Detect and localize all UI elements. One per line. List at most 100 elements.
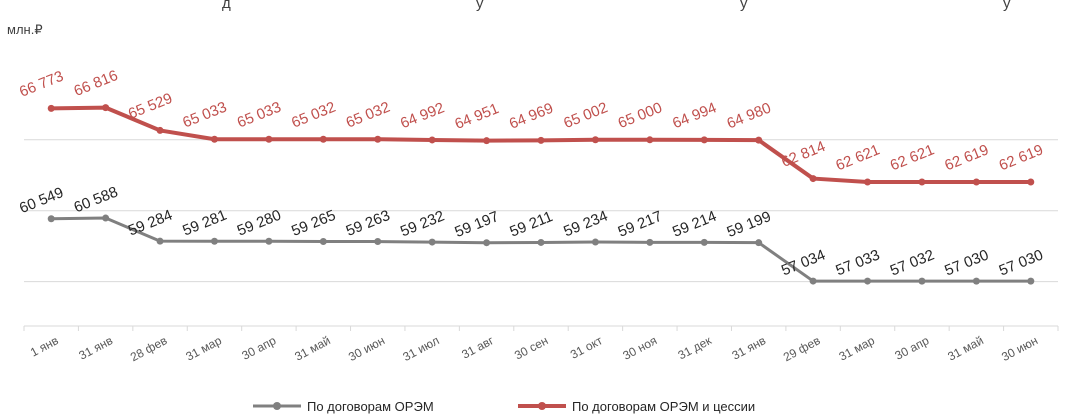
data-point	[428, 238, 436, 246]
x-tick-label: 31 янв	[730, 333, 769, 362]
data-point	[265, 237, 273, 245]
data-point	[428, 136, 436, 144]
data-label: 64 992	[398, 99, 447, 132]
data-point	[47, 215, 55, 223]
x-tick-label: 31 авг	[459, 333, 496, 362]
data-label: 57 033	[833, 246, 882, 279]
data-point	[809, 277, 817, 285]
x-tick-label: 30 апр	[239, 333, 278, 363]
data-point	[646, 238, 654, 246]
x-tick-label: 30 июн	[999, 333, 1040, 364]
x-tick-label: 31 мар	[837, 333, 878, 363]
data-point	[972, 277, 980, 285]
x-tick-label: 1 янв	[28, 333, 61, 359]
data-point	[374, 135, 382, 143]
data-label: 65 002	[561, 99, 610, 132]
data-point	[210, 237, 218, 245]
data-label: 62 621	[888, 141, 937, 174]
data-point	[156, 237, 164, 245]
data-label: 59 214	[670, 208, 719, 241]
data-point	[646, 136, 654, 144]
series-lines	[47, 104, 1035, 285]
x-tick-label: 31 июл	[400, 333, 441, 364]
data-label: 60 549	[17, 184, 66, 217]
title-fragment: д	[222, 0, 231, 12]
data-point	[1027, 178, 1035, 186]
x-tick-label: 31 май	[945, 333, 985, 363]
data-label: 65 000	[616, 99, 665, 132]
data-label: 59 281	[180, 207, 229, 240]
data-label: 65 529	[126, 90, 175, 123]
data-label: 64 969	[507, 100, 556, 133]
data-point	[537, 238, 545, 246]
data-label: 59 280	[235, 207, 284, 240]
data-label: 59 265	[289, 207, 338, 240]
title-fragment: у	[740, 0, 748, 12]
data-label: 60 588	[71, 183, 120, 216]
data-label: 64 951	[452, 100, 501, 133]
x-tick-label: 30 ноя	[620, 333, 659, 362]
data-label: 57 032	[888, 246, 937, 279]
data-label: 62 619	[997, 141, 1046, 174]
x-tick-label: 31 мар	[184, 333, 225, 363]
title-fragment: у	[1003, 0, 1011, 12]
legend: По договорам ОРЭМ По договорам ОРЭМ и цес…	[253, 399, 755, 414]
data-label: 59 199	[725, 208, 774, 241]
x-tick-label: 31 май	[292, 333, 332, 363]
data-label: 59 217	[616, 208, 665, 241]
x-axis: 1 янв 31 янв 28 фев 31 мар 30 апр 31 май 30 ию…	[23, 325, 1059, 364]
data-label: 62 619	[942, 141, 991, 174]
x-tick-label: 31 дек	[676, 333, 715, 362]
data-label: 65 032	[344, 99, 393, 132]
data-label: 59 197	[452, 208, 501, 241]
data-point	[755, 239, 763, 247]
data-point	[918, 178, 926, 186]
data-point	[265, 135, 273, 143]
data-point	[319, 238, 327, 246]
data-point	[483, 137, 491, 145]
data-point	[809, 175, 817, 183]
data-label: 64 994	[670, 99, 719, 132]
legend-marker	[273, 402, 281, 410]
data-label: 64 980	[725, 100, 774, 133]
data-point	[918, 277, 926, 285]
data-point	[47, 104, 55, 112]
data-point	[210, 135, 218, 143]
data-label: 59 234	[561, 207, 610, 240]
data-point	[102, 214, 110, 222]
data-label: 62 621	[833, 141, 882, 174]
x-tick-label: 29 фев	[781, 333, 823, 364]
data-point	[102, 104, 110, 112]
x-tick-label: 31 окт	[568, 333, 605, 362]
data-point	[591, 136, 599, 144]
x-tick-label: 28 фев	[128, 333, 170, 364]
y-axis-unit-label: млн.₽	[7, 22, 43, 37]
data-point	[864, 277, 872, 285]
x-tick-label: 30 июн	[346, 333, 387, 364]
data-label: 59 284	[126, 207, 175, 240]
legend-label: По договорам ОРЭМ и цессии	[572, 399, 755, 414]
data-point	[156, 126, 164, 134]
data-point	[374, 238, 382, 246]
x-tick-label: 30 апр	[893, 333, 932, 363]
data-label: 65 033	[180, 99, 229, 132]
data-label: 65 032	[289, 99, 338, 132]
legend-label: По договорам ОРЭМ	[307, 399, 434, 414]
data-point	[700, 136, 708, 144]
data-point	[864, 178, 872, 186]
data-label: 59 263	[344, 207, 393, 240]
data-label: 62 814	[779, 138, 828, 171]
data-point	[1027, 277, 1035, 285]
data-point	[483, 239, 491, 247]
x-tick-label: 30 сен	[512, 333, 550, 362]
data-label: 57 030	[942, 246, 991, 279]
data-point	[972, 178, 980, 186]
data-point	[755, 136, 763, 144]
x-tick-label: 31 янв	[77, 333, 116, 362]
data-label: 57 030	[997, 246, 1046, 279]
data-label: 66 816	[71, 67, 120, 100]
title-fragment: у	[476, 0, 484, 12]
